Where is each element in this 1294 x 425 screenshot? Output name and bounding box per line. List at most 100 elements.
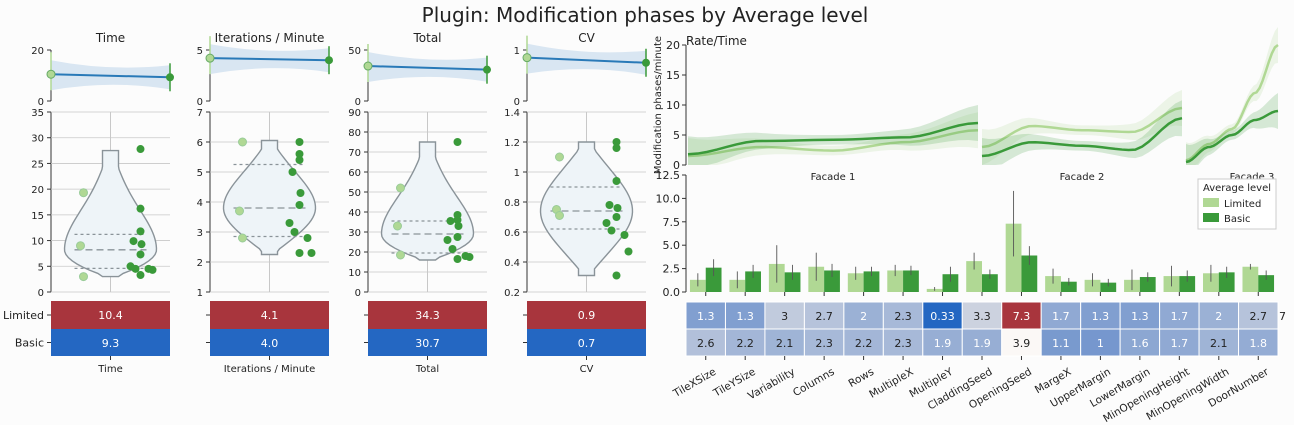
bar-limited	[1203, 273, 1219, 292]
bar-basic	[1218, 272, 1235, 292]
figure-title: Plugin: Modification phases by Average l…	[422, 3, 869, 27]
y-tick-label: 60	[348, 168, 361, 179]
heat-value-basic: 1.7	[1171, 337, 1189, 350]
basic-point	[136, 250, 145, 259]
top-tick-label: 50	[348, 46, 361, 57]
heat-value-limited: 1.3	[1131, 310, 1149, 323]
limited-point	[396, 183, 405, 193]
legend-label-basic: Basic	[1224, 214, 1250, 225]
heat-value-basic: 1.9	[934, 337, 952, 350]
basic-point	[295, 249, 304, 257]
rate-tick-label: 15	[666, 69, 680, 82]
basic-point	[131, 264, 140, 273]
facet-label: Facade 3	[1230, 172, 1275, 183]
basic-point	[612, 271, 621, 280]
y-tick-label: 15	[31, 211, 44, 222]
basic-point	[136, 145, 145, 154]
table-cell-basic	[368, 329, 487, 356]
basic-point	[453, 138, 462, 146]
heat-value-basic: 1.8	[1250, 337, 1268, 350]
basic-point	[129, 237, 138, 246]
table-value-basic: 0.7	[578, 337, 596, 350]
basic-point	[443, 236, 452, 244]
bar-limited	[1045, 276, 1061, 292]
legend-swatch-basic	[1203, 213, 1219, 222]
bar-tick-label: 2.5	[663, 263, 681, 276]
y-tick-label: 0	[355, 288, 361, 299]
bar-basic	[1060, 281, 1077, 292]
top-tick-label: 20	[31, 46, 44, 57]
legend-swatch-limited	[1203, 198, 1219, 207]
heat-value-limited: 1.7	[1171, 310, 1189, 323]
trend-line	[367, 65, 488, 71]
category-label: MultipleX	[867, 366, 915, 401]
bar-basic	[942, 274, 959, 292]
limited-point	[555, 152, 564, 162]
x-label: CV	[580, 364, 594, 375]
top-tick-label: 0	[514, 97, 520, 108]
heat-value-basic: 2.6	[697, 337, 715, 350]
basic-point	[453, 216, 462, 224]
y-tick-label: 5	[38, 262, 44, 273]
table-cell-basic	[527, 329, 646, 356]
heat-value-limited: 1.3	[1092, 310, 1110, 323]
rate-tick-label: 10	[666, 99, 680, 112]
heat-value-limited: 1.7	[1052, 310, 1070, 323]
heat-value-basic: 2.1	[1210, 337, 1228, 350]
limited-point	[238, 233, 247, 243]
basic-point	[465, 253, 474, 261]
y-tick-label: 90	[348, 108, 361, 119]
y-tick-label: 4	[197, 198, 203, 209]
legend: Average level Limited Basic	[1197, 178, 1277, 230]
table-cell-limited	[51, 301, 170, 329]
bar-basic	[824, 270, 840, 292]
bar-tick-label: 7.5	[663, 216, 681, 229]
bar-basic	[1258, 275, 1275, 292]
limited-point	[76, 241, 85, 251]
table-cell-basic	[51, 329, 170, 356]
heat-cell-basic	[1040, 328, 1082, 357]
rate-limited-0-band	[688, 112, 978, 165]
basic-point	[137, 240, 146, 249]
row-label-basic: Basic	[15, 337, 44, 350]
bar-basic	[1179, 276, 1196, 292]
row-label-limited: Limited	[3, 309, 44, 322]
violin-panel-0: Time 0 20 0 5 10 15 20 25 30 35 10.4 9.3 Time Limited B…	[3, 31, 174, 375]
y-tick-label: 10	[348, 268, 361, 279]
panel-title: Total	[412, 31, 441, 45]
table-value-basic: 9.3	[102, 337, 120, 350]
basic-point	[453, 233, 462, 241]
y-tick-label: 30	[31, 134, 44, 145]
legend-label-limited: Limited	[1224, 199, 1261, 210]
rate-basic-2-line	[1185, 109, 1279, 164]
basic-point	[612, 177, 621, 185]
bar-limited	[1005, 223, 1022, 292]
basic-point	[612, 144, 621, 152]
bar-limited	[1242, 266, 1259, 292]
y-tick-label: 80	[348, 128, 361, 139]
trend-limited-point	[522, 53, 532, 63]
basic-point	[454, 222, 463, 230]
y-tick-label: 1.4	[504, 108, 520, 119]
y-tick-label: 0.2	[504, 288, 520, 299]
trend-basic-point	[325, 56, 333, 65]
y-tick-label: 7	[197, 108, 203, 119]
y-tick-label: 1.2	[504, 138, 520, 149]
heat-value-limited: 3	[781, 310, 788, 323]
basic-point	[453, 255, 462, 263]
rate-ylabel: Modification phases/minute	[653, 36, 664, 174]
heat-value-limited: 2.7	[1250, 310, 1268, 323]
table-value-limited: 10.4	[98, 309, 123, 322]
basic-point	[605, 201, 614, 209]
bar-basic	[784, 272, 801, 292]
heat-cell-basic	[843, 328, 884, 357]
basic-point	[296, 189, 305, 197]
legend-title: Average level	[1203, 183, 1271, 194]
bar-basic	[863, 271, 880, 292]
heat-cell-basic	[1198, 328, 1240, 357]
heat-value-basic: 1.6	[1131, 337, 1149, 350]
basic-point	[307, 249, 316, 257]
rate-basic-1-line	[981, 116, 1183, 158]
basic-point	[446, 217, 455, 225]
basic-point	[288, 168, 297, 176]
